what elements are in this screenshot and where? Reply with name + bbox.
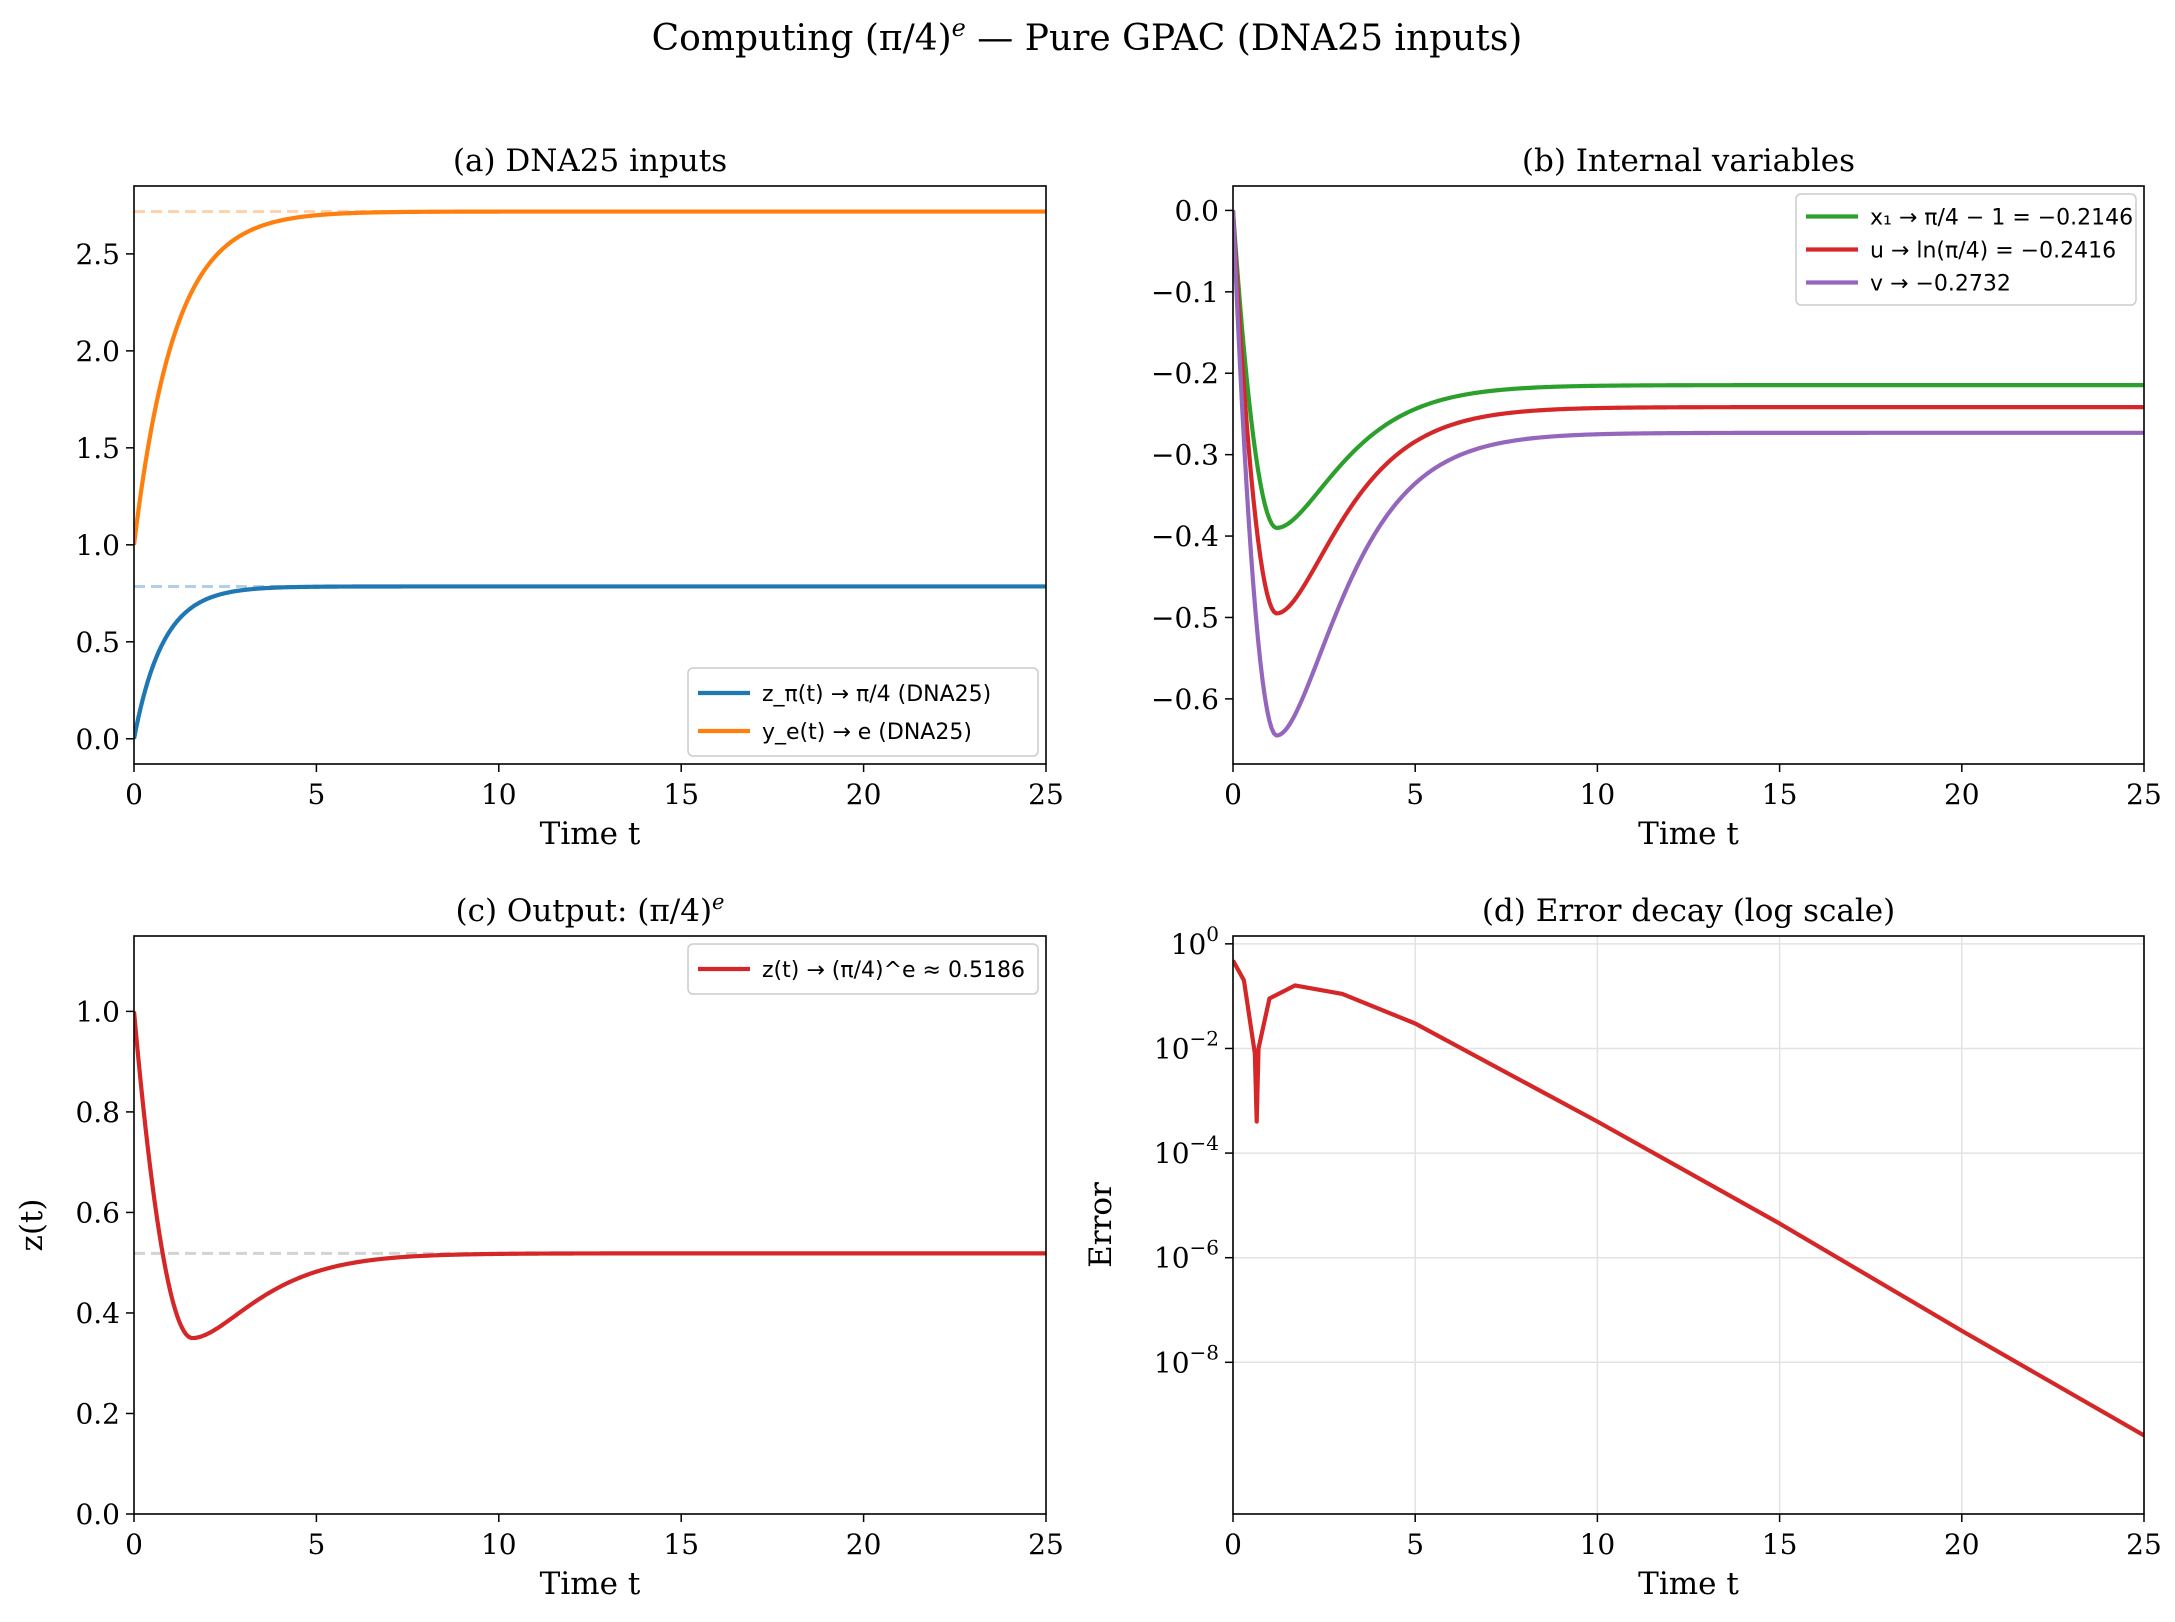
tick-label: 2.0 (75, 335, 120, 368)
tick-label: 10 (1580, 778, 1616, 811)
tick-label: 0 (125, 1528, 143, 1561)
tick-label: 0.2 (75, 1397, 120, 1430)
panel-title: (d) Error decay (log scale) (1482, 893, 1895, 929)
tick-label: −0.2 (1151, 357, 1219, 390)
series-line (1233, 959, 2144, 1438)
tick-label: 0 (1224, 1528, 1242, 1561)
tick-label: 20 (1944, 1528, 1980, 1561)
panel-a: 0 5 10 15 20 25 0.0 0.5 1.0 1.5 2.0 2.5 (a) DNA25 in… (75, 143, 1063, 852)
legend-box (687, 943, 1039, 995)
tick-label: −0.3 (1151, 439, 1219, 472)
tick-label: 0.0 (75, 1498, 120, 1531)
tick-label: 0 (125, 778, 143, 811)
tick-label: 25 (2126, 778, 2162, 811)
tick-label: 0.0 (75, 723, 120, 756)
legend-entry: y_e(t) → e (DNA25) (762, 720, 972, 745)
tick-label: 0.6 (75, 1196, 120, 1229)
legend-entry: z(t) → (π/4)^e ≈ 0.5186 (762, 958, 1025, 983)
tick-label: −0.5 (1151, 601, 1219, 634)
tick-label: 25 (1028, 1528, 1064, 1561)
series-line (134, 1011, 1046, 1341)
legend: z(t) → (π/4)^e ≈ 0.5186 (687, 943, 1039, 995)
x-axis-label: Time t (540, 816, 641, 852)
tick-label: 2.5 (75, 238, 120, 271)
tick-label: 25 (2126, 1528, 2162, 1561)
legend-box (687, 667, 1039, 757)
x-axis-label: Time t (1638, 816, 1739, 852)
tick-label: 5 (1406, 778, 1424, 811)
tick-label: 0.5 (75, 626, 120, 659)
axes-frame (1232, 185, 2145, 765)
tick-label: 15 (663, 778, 699, 811)
tick-label: 10 (481, 1528, 517, 1561)
tick-label: 10 (1580, 1528, 1616, 1561)
legend: x₁ → π/4 − 1 = −0.2146 u → ln(π/4) = −0.2… (1795, 193, 2137, 306)
tick-label: −0.6 (1151, 683, 1219, 716)
tick-label: 5 (307, 778, 325, 811)
axes-frame (133, 185, 1047, 765)
tick-label: 0.4 (75, 1297, 120, 1330)
tick-label: −0.1 (1151, 276, 1219, 309)
tick-label: 20 (1944, 778, 1980, 811)
panel-title: (a) DNA25 inputs (453, 143, 727, 179)
panel-d: 0 5 10 15 20 25 100 10−2 10−4 10−6 10−8 (d) Error d… (1083, 893, 2162, 1602)
tick-label: −0.4 (1151, 520, 1219, 553)
tick-label: 15 (663, 1528, 699, 1561)
tick-label: 0.8 (75, 1096, 120, 1129)
legend-entry: x₁ → π/4 − 1 = −0.2146 (1870, 206, 2133, 231)
legend-entry: u → ln(π/4) = −0.2416 (1870, 239, 2116, 264)
tick-label: 10−8 (1154, 1340, 1219, 1379)
tick-label: 1.5 (75, 432, 120, 465)
tick-label: 10−2 (1154, 1026, 1219, 1065)
tick-label: 20 (846, 778, 882, 811)
tick-label: 15 (1762, 778, 1798, 811)
series-line (1233, 210, 2144, 738)
x-axis-label: Time t (1638, 1566, 1739, 1602)
tick-label: 20 (846, 1528, 882, 1561)
tick-label: 0 (1224, 778, 1242, 811)
panel-title: (c) Output: (π/4)e (456, 890, 725, 929)
tick-label: 1.0 (75, 995, 120, 1028)
tick-label: 10 (481, 778, 517, 811)
series-line (134, 584, 1046, 740)
panel-title: (b) Internal variables (1522, 143, 1855, 179)
panel-b: 0 5 10 15 20 25 0.0 −0.1 −0.2 −0.3 −0.4 −0.5 −0.6 (b)… (1151, 143, 2162, 852)
tick-label: 15 (1762, 1528, 1798, 1561)
legend: z_π(t) → π/4 (DNA25) y_e(t) → e (DNA25) (687, 667, 1039, 757)
series-line (134, 209, 1046, 546)
tick-label: 25 (1028, 778, 1064, 811)
series-line (1233, 210, 2144, 530)
figure-title: Computing (π/4)e — Pure GPAC (DNA25 inpu… (652, 14, 1523, 59)
tick-label: 5 (307, 1528, 325, 1561)
tick-label: 10−4 (1154, 1131, 1219, 1170)
tick-label: 0.0 (1174, 194, 1219, 227)
tick-label: 1.0 (75, 529, 120, 562)
tick-label: 5 (1406, 1528, 1424, 1561)
legend-entry: z_π(t) → π/4 (DNA25) (762, 682, 991, 707)
y-axis-label: Error (1083, 1182, 1119, 1268)
y-axis-label: z(t) (14, 1199, 50, 1252)
series-line (1233, 210, 2144, 616)
legend-entry: v → −0.2732 (1870, 272, 2011, 297)
legend-box (1795, 193, 2137, 306)
axes-frame (1232, 935, 2145, 1515)
x-axis-label: Time t (540, 1566, 641, 1602)
tick-label: 10−6 (1154, 1236, 1219, 1275)
axes-frame (133, 935, 1047, 1515)
tick-label: 100 (1171, 922, 1219, 961)
panel-c: 0 5 10 15 20 25 0.0 0.2 0.4 0.6 0.8 1.0 (c) Output: … (14, 890, 1064, 1602)
